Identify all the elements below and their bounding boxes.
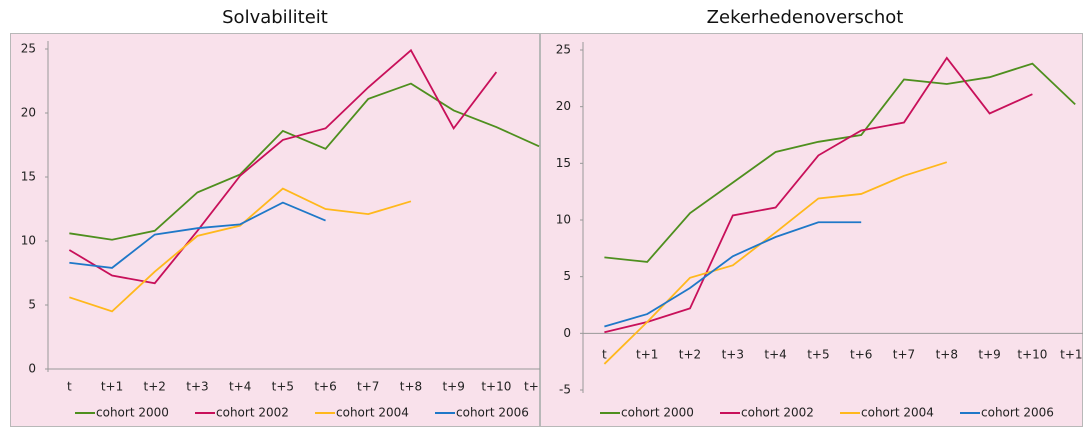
chart-title: Zekerhedenoverschot [707,7,904,28]
x-tick-label: t+8 [400,380,422,394]
y-tick-label: 15 [21,170,36,184]
x-tick-label: t [67,380,72,394]
y-tick-label: 20 [556,99,571,113]
y-tick-label: 10 [556,213,571,227]
legend-label: cohort 2000 [621,406,694,420]
x-tick-label: t+2 [144,380,166,394]
y-tick-label: 10 [21,234,36,248]
x-tick-label: t+10 [1017,348,1047,362]
legend-label: cohort 2006 [981,406,1054,420]
x-tick-label: t+5 [807,348,829,362]
x-tick-label: t+11 [1060,348,1083,362]
legend-label: cohort 2002 [216,406,289,420]
y-tick-label: 25 [556,43,571,57]
y-tick-label: 5 [28,298,36,312]
legend-label: cohort 2004 [336,406,409,420]
plot: 0 5 10 15 20 25 t t+1 t+2 t+3 t+4 t+5 t+6 t+7 t+8 t+9 t+… [11,34,555,427]
legend-label: cohort 2002 [741,406,814,420]
legend-label: cohort 2004 [861,406,934,420]
x-tick-label: t+9 [978,348,1000,362]
y-tick-label: 20 [21,106,36,120]
plot: -5 0 5 10 15 20 25 t t+1 t+2 t+3 t+4 t+5 t+6 t+7 t+8 t+9… [541,34,1083,427]
x-tick-label: t+1 [636,348,658,362]
chart-panel: -5 0 5 10 15 20 25 t t+1 t+2 t+3 t+4 t+5 t+6 t+7 t+8 t+9… [541,34,1083,427]
x-tick-label: t+1 [101,380,123,394]
x-tick-label: t+9 [442,380,464,394]
x-tick-label: t+4 [229,380,251,394]
x-tick-label: t+3 [722,348,744,362]
panel-background [541,34,1083,427]
x-tick-label: t [602,348,607,362]
legend-label: cohort 2006 [456,406,529,420]
y-tick-label: 0 [563,326,571,340]
x-tick-label: t+6 [850,348,872,362]
y-tick-label: -5 [559,383,571,397]
x-tick-label: t+7 [357,380,379,394]
x-tick-label: t+4 [764,348,786,362]
y-tick-label: 0 [28,362,36,376]
x-tick-label: t+7 [893,348,915,362]
y-tick-label: 25 [21,42,36,56]
panel-background [11,34,540,427]
y-tick-label: 15 [556,156,571,170]
chart-title: Solvabiliteit [222,7,328,28]
x-tick-label: t+10 [481,380,511,394]
chart-panel: 0 5 10 15 20 25 t t+1 t+2 t+3 t+4 t+5 t+6 t+7 t+8 t+9 t+… [11,34,555,427]
x-tick-label: t+5 [272,380,294,394]
y-tick-label: 5 [563,269,571,283]
x-tick-label: t+2 [679,348,701,362]
x-tick-label: t+3 [186,380,208,394]
x-tick-label: t+6 [314,380,336,394]
x-tick-label: t+8 [936,348,958,362]
legend-label: cohort 2000 [96,406,169,420]
